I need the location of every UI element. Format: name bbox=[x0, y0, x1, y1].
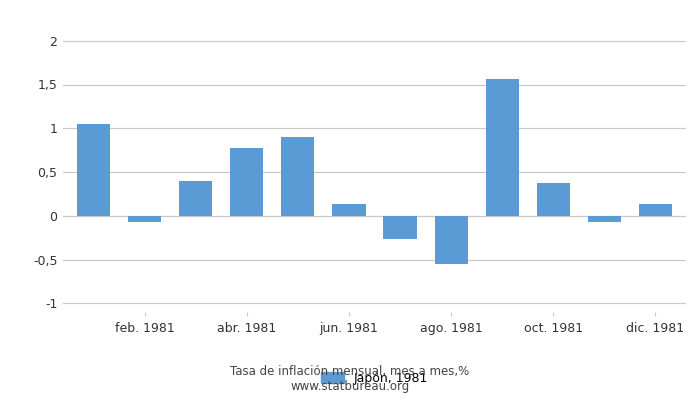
Bar bbox=[639, 204, 672, 216]
Bar bbox=[384, 216, 416, 239]
Bar bbox=[281, 137, 314, 216]
Bar bbox=[230, 148, 263, 216]
Bar bbox=[77, 124, 110, 216]
Text: www.statbureau.org: www.statbureau.org bbox=[290, 380, 410, 393]
Bar bbox=[588, 216, 621, 222]
Bar bbox=[435, 216, 468, 264]
Bar bbox=[486, 79, 519, 216]
Legend: Japón, 1981: Japón, 1981 bbox=[316, 367, 433, 390]
Bar bbox=[332, 204, 365, 216]
Bar bbox=[179, 181, 212, 216]
Bar bbox=[537, 182, 570, 216]
Bar bbox=[128, 216, 161, 222]
Text: Tasa de inflación mensual, mes a mes,%: Tasa de inflación mensual, mes a mes,% bbox=[230, 365, 470, 378]
